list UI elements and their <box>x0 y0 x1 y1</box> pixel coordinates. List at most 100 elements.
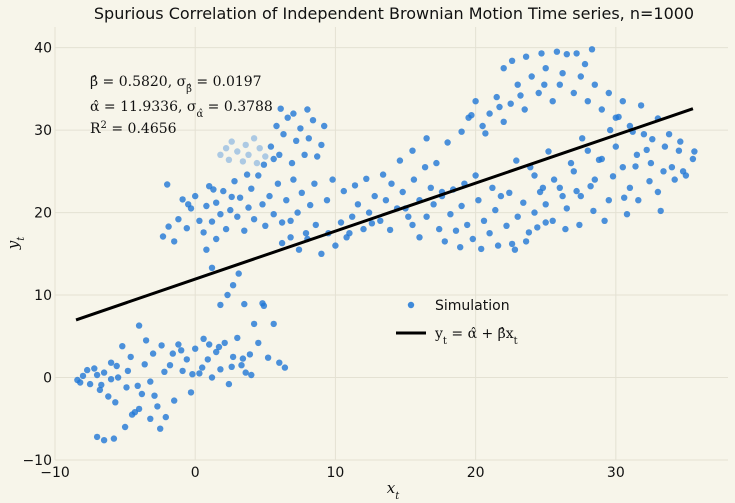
data-point <box>605 197 612 204</box>
data-point <box>222 145 230 152</box>
data-point <box>458 128 465 135</box>
data-point <box>494 242 502 249</box>
data-point <box>665 131 673 138</box>
data-point <box>581 60 589 68</box>
chart-title: Spurious Correlation of Independent Brow… <box>94 4 694 23</box>
data-point <box>262 222 269 229</box>
data-point <box>559 70 566 77</box>
data-point <box>528 73 535 80</box>
data-point <box>158 342 165 349</box>
data-point <box>573 50 580 57</box>
data-point <box>203 202 210 210</box>
fit-line-layer <box>75 107 694 322</box>
data-point <box>671 176 678 183</box>
data-point <box>287 234 294 241</box>
stats-annotation: β̂ = 0.5820, σβ̂ = 0.0197 α̂ = 11.9336, … <box>90 74 273 137</box>
data-point <box>503 222 510 229</box>
data-point <box>570 89 577 97</box>
data-point <box>577 73 584 80</box>
data-point <box>159 233 167 240</box>
data-point <box>354 201 362 208</box>
data-point <box>276 151 283 158</box>
data-point <box>234 334 241 342</box>
data-point <box>601 217 608 224</box>
data-point <box>206 341 213 348</box>
data-point <box>262 153 269 160</box>
data-point <box>423 213 430 220</box>
data-point <box>307 201 314 209</box>
data-point <box>229 282 237 289</box>
data-point <box>135 322 143 329</box>
data-point <box>626 184 634 191</box>
data-point <box>349 213 356 220</box>
data-point <box>199 364 206 371</box>
data-point <box>273 122 280 130</box>
data-point <box>563 51 570 58</box>
data-point <box>511 246 519 253</box>
x-tick-label: 10 <box>327 465 345 481</box>
data-point <box>464 221 471 229</box>
data-point <box>124 367 132 375</box>
data-point <box>657 207 664 215</box>
data-point <box>486 230 493 237</box>
data-point <box>522 238 530 245</box>
data-point <box>427 184 434 191</box>
data-point <box>567 159 575 167</box>
data-point <box>128 411 136 418</box>
data-point <box>149 350 157 357</box>
data-point <box>457 244 464 251</box>
data-point <box>444 139 451 146</box>
data-point <box>242 369 249 376</box>
data-point <box>236 194 244 201</box>
data-point <box>121 423 129 431</box>
data-point <box>196 370 203 377</box>
data-point <box>489 184 496 191</box>
data-point <box>290 176 297 183</box>
y-tick-label: 10 <box>34 288 52 304</box>
data-point <box>187 389 195 396</box>
data-point <box>514 81 521 88</box>
data-point <box>377 217 384 224</box>
data-point <box>96 386 104 394</box>
data-point <box>621 194 628 201</box>
data-point <box>241 300 248 308</box>
data-point <box>643 146 650 154</box>
data-point <box>416 234 423 241</box>
data-point <box>337 219 345 226</box>
data-point <box>147 378 154 385</box>
data-point <box>632 163 639 170</box>
data-point <box>245 204 252 211</box>
data-point <box>531 172 538 179</box>
data-point <box>478 245 485 253</box>
data-point <box>259 201 266 208</box>
data-point <box>531 209 538 216</box>
data-point <box>545 148 552 155</box>
data-point <box>640 131 648 138</box>
data-point <box>171 238 178 245</box>
data-point <box>166 362 174 369</box>
data-point <box>371 192 378 200</box>
data-point <box>91 365 98 372</box>
data-point <box>266 192 273 200</box>
data-point <box>549 217 556 224</box>
data-point <box>113 362 120 370</box>
data-point <box>246 351 254 358</box>
data-point <box>276 359 283 366</box>
data-point <box>507 100 514 107</box>
data-point <box>185 201 192 208</box>
data-point <box>520 199 527 206</box>
data-point <box>239 355 247 362</box>
data-point <box>556 81 563 88</box>
data-point <box>183 225 190 232</box>
data-point <box>500 65 507 72</box>
data-point <box>183 356 190 363</box>
data-point <box>626 122 634 130</box>
data-point <box>93 433 101 441</box>
y-tick-label: 20 <box>34 206 52 222</box>
data-point <box>436 225 443 233</box>
data-point <box>293 137 300 144</box>
data-point <box>517 92 524 99</box>
x-tick-label: −10 <box>40 465 70 481</box>
data-point <box>591 81 598 88</box>
data-point <box>609 173 617 180</box>
